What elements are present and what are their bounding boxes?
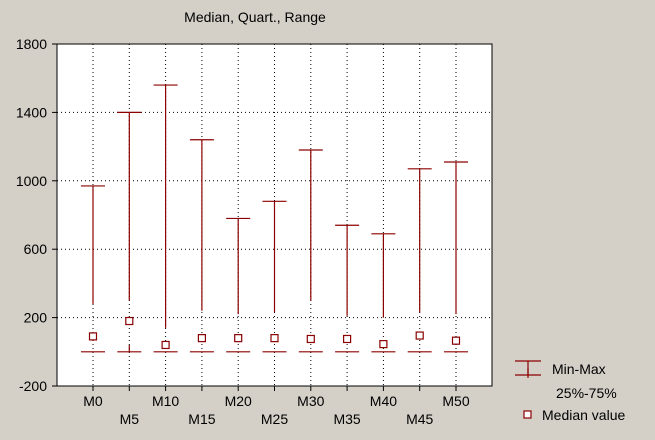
- x-tick-label: M15: [188, 411, 215, 427]
- median-marker: [343, 334, 352, 344]
- median-marker: [451, 336, 461, 345]
- x-tick-label: M25: [261, 411, 288, 427]
- y-tick-label: 1000: [16, 173, 47, 189]
- legend-item-median: Median value: [523, 407, 625, 423]
- x-tick-label: M0: [83, 393, 103, 409]
- median-marker: [161, 340, 170, 350]
- x-tick-label: M35: [333, 411, 360, 427]
- median-marker: [88, 332, 98, 341]
- legend-label-median: Median value: [542, 407, 625, 423]
- plot-area: -200 200 600 1000 1400 1800 M0 M5 M10 M15 M20 M25 M3…: [16, 36, 493, 427]
- median-marker: [415, 331, 424, 340]
- legend-label-min-max: Min-Max: [552, 361, 606, 377]
- median-marker: [379, 340, 388, 349]
- x-tick-label: M50: [442, 393, 469, 409]
- chart-title: Median, Quart., Range: [184, 9, 326, 25]
- x-tick-label: M40: [370, 393, 397, 409]
- median-marker: [270, 334, 279, 343]
- y-tick-label: 200: [24, 310, 48, 326]
- legend-label-quartiles: 25%-75%: [556, 385, 617, 401]
- median-marker: [197, 334, 206, 343]
- median-marker: [125, 316, 134, 326]
- legend-median-marker: [523, 410, 532, 419]
- x-tick-label: M30: [297, 393, 324, 409]
- median-marker: [234, 334, 243, 343]
- y-tick-label: 1800: [16, 36, 47, 52]
- legend-item-min-max: Min-Max: [515, 360, 606, 378]
- x-tick-label: M10: [152, 393, 179, 409]
- x-tick-label: M20: [225, 393, 252, 409]
- x-tick-label: M5: [120, 411, 140, 427]
- legend: Min-Max 25%-75% Median value: [515, 360, 625, 423]
- y-tick-label: 1400: [16, 104, 47, 120]
- legend-item-quartiles: 25%-75%: [556, 385, 617, 401]
- y-tick-label: 600: [24, 241, 48, 257]
- y-tick-label: -200: [19, 378, 47, 394]
- median-marker: [306, 334, 315, 344]
- x-tick-label: M45: [406, 411, 433, 427]
